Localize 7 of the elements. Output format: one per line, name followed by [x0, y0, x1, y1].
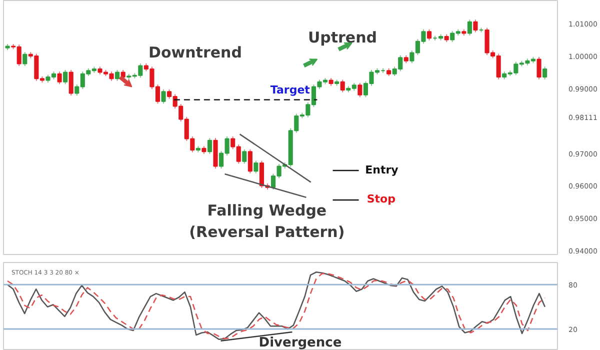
- annotation: Entry: [365, 163, 398, 176]
- annotation: Stop: [366, 192, 396, 206]
- annotation: Uptrend: [308, 28, 378, 46]
- annotation: Target: [270, 84, 310, 97]
- annotation: Downtrend: [148, 44, 242, 62]
- annotation: Divergence: [258, 336, 342, 350]
- annotation: Falling Wedge (Reversal Pattern): [189, 201, 345, 241]
